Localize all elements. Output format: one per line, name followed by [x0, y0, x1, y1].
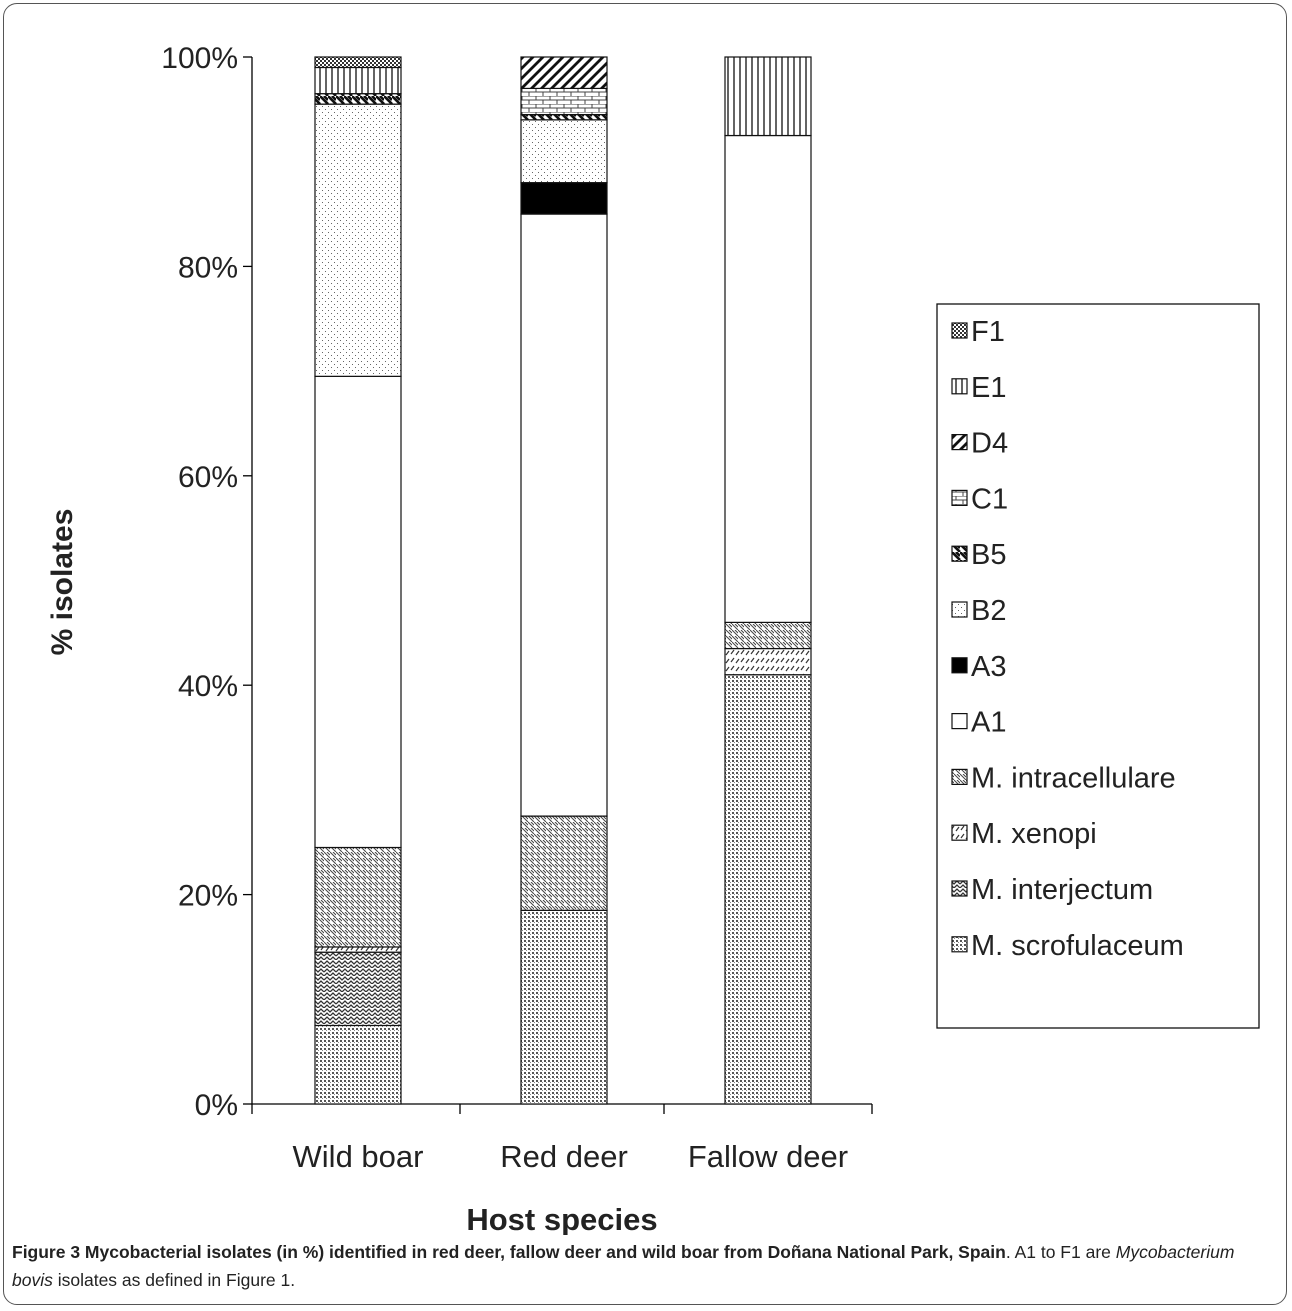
legend-swatch-m-interjectum	[951, 880, 968, 897]
bar-fallow-deer-m-scrofulaceum	[724, 674, 812, 1105]
bar-fallow-deer-a1	[724, 134, 812, 623]
legend-swatch-f1	[951, 322, 968, 339]
bar-red-deer-a1	[520, 213, 608, 817]
y-tick-label: 80%	[178, 251, 238, 284]
bar-red-deer-b5	[520, 113, 608, 121]
bar-wild-boar-f1	[314, 56, 402, 69]
bar-red-deer-c1	[520, 87, 608, 116]
bar-wild-boar-a1	[314, 375, 402, 849]
caption-text-2: isolates as defined in Figure 1.	[52, 1270, 296, 1290]
legend-swatch-a3	[951, 657, 968, 674]
bar-red-deer-b2	[520, 119, 608, 184]
y-tick-label: 100%	[161, 42, 238, 75]
legend-swatch-m-intracellulare	[951, 768, 968, 786]
legend-swatch-e1	[951, 378, 968, 395]
bar-wild-boar-b2	[314, 103, 402, 377]
legend-swatch-m-scrofulaceum	[951, 936, 968, 953]
bar-wild-boar-b5	[314, 93, 402, 105]
legend-swatch-c1	[951, 489, 968, 506]
legend-label-a3: A3	[971, 651, 1006, 683]
legend-label-m-scrofulaceum: M. scrofulaceum	[971, 930, 1184, 962]
legend-label-m-xenopi: M. xenopi	[971, 818, 1097, 850]
legend-swatch-a1	[951, 712, 968, 730]
bar-wild-boar-m-xenopi	[314, 946, 402, 953]
bar-fallow-deer-m-intracellulare	[724, 621, 812, 650]
legend-label-a1: A1	[971, 707, 1006, 739]
x-axis-title: Host species	[466, 1202, 657, 1235]
y-axis-title: % isolates	[46, 509, 79, 656]
y-tick-label: 20%	[178, 880, 238, 913]
legend-label-m-intracellulare: M. intracellulare	[971, 762, 1176, 794]
caption-label: Figure 3 Mycobacterial isolates (in %) i…	[12, 1242, 1006, 1262]
caption-species: Mycobacterium bovis	[12, 1242, 1235, 1290]
bar-red-deer-m-intracellulare	[520, 815, 608, 911]
bar-wild-boar-m-interjectum	[314, 951, 402, 1027]
legend-swatch-m-xenopi	[951, 824, 968, 841]
y-tick-label: 0%	[195, 1089, 238, 1122]
bar-red-deer-m-scrofulaceum	[520, 909, 608, 1105]
bar-red-deer-a3	[520, 182, 608, 215]
legend-swatch-b2	[951, 601, 968, 618]
bar-fallow-deer-e1	[724, 56, 812, 137]
legend-label-d4: D4	[971, 428, 1008, 460]
labels-group: 0% 20% 40% 60% 80% 100% Wild boar Red deer Fallo…	[46, 42, 848, 1235]
legend-label-b5: B5	[971, 539, 1006, 571]
bars-group	[314, 56, 812, 1105]
bar-wild-boar-m-intracellulare	[314, 846, 402, 948]
legend-swatch-d4	[951, 434, 968, 451]
legend-label-m-interjectum: M. interjectum	[971, 874, 1153, 906]
bar-red-deer-d4	[520, 56, 608, 90]
legend: F1 E1 D4 C1 B5 B2 A3 A1 M. intracellulare M. xeno…	[936, 303, 1260, 1029]
legend-swatch-b5	[951, 545, 968, 562]
figure-frame	[3, 3, 1287, 1305]
stacked-bar-chart: 0% 20% 40% 60% 80% 100% Wild boar Red deer Fallo…	[46, 42, 1260, 1235]
y-tick-label: 60%	[178, 461, 238, 494]
bar-wild-boar-e1	[314, 66, 402, 95]
caption-text-1: . A1 to F1 are	[1005, 1242, 1116, 1262]
bar-wild-boar-m-scrofulaceum	[314, 1024, 402, 1105]
legend-label-c1: C1	[971, 483, 1008, 515]
legend-label-e1: E1	[971, 372, 1006, 404]
legend-label-f1: F1	[971, 316, 1005, 348]
x-tick-label-fallow-deer: Fallow deer	[688, 1139, 848, 1174]
legend-box	[936, 303, 1260, 1029]
y-tick-label: 40%	[178, 670, 238, 703]
legend-label-b2: B2	[971, 595, 1006, 627]
x-tick-label-red-deer: Red deer	[500, 1139, 628, 1174]
bar-fallow-deer-m-xenopi	[724, 647, 812, 676]
figure-caption: Figure 3 Mycobacterial isolates (in %) i…	[12, 1238, 1280, 1294]
x-tick-label-wild-boar: Wild boar	[293, 1139, 424, 1174]
